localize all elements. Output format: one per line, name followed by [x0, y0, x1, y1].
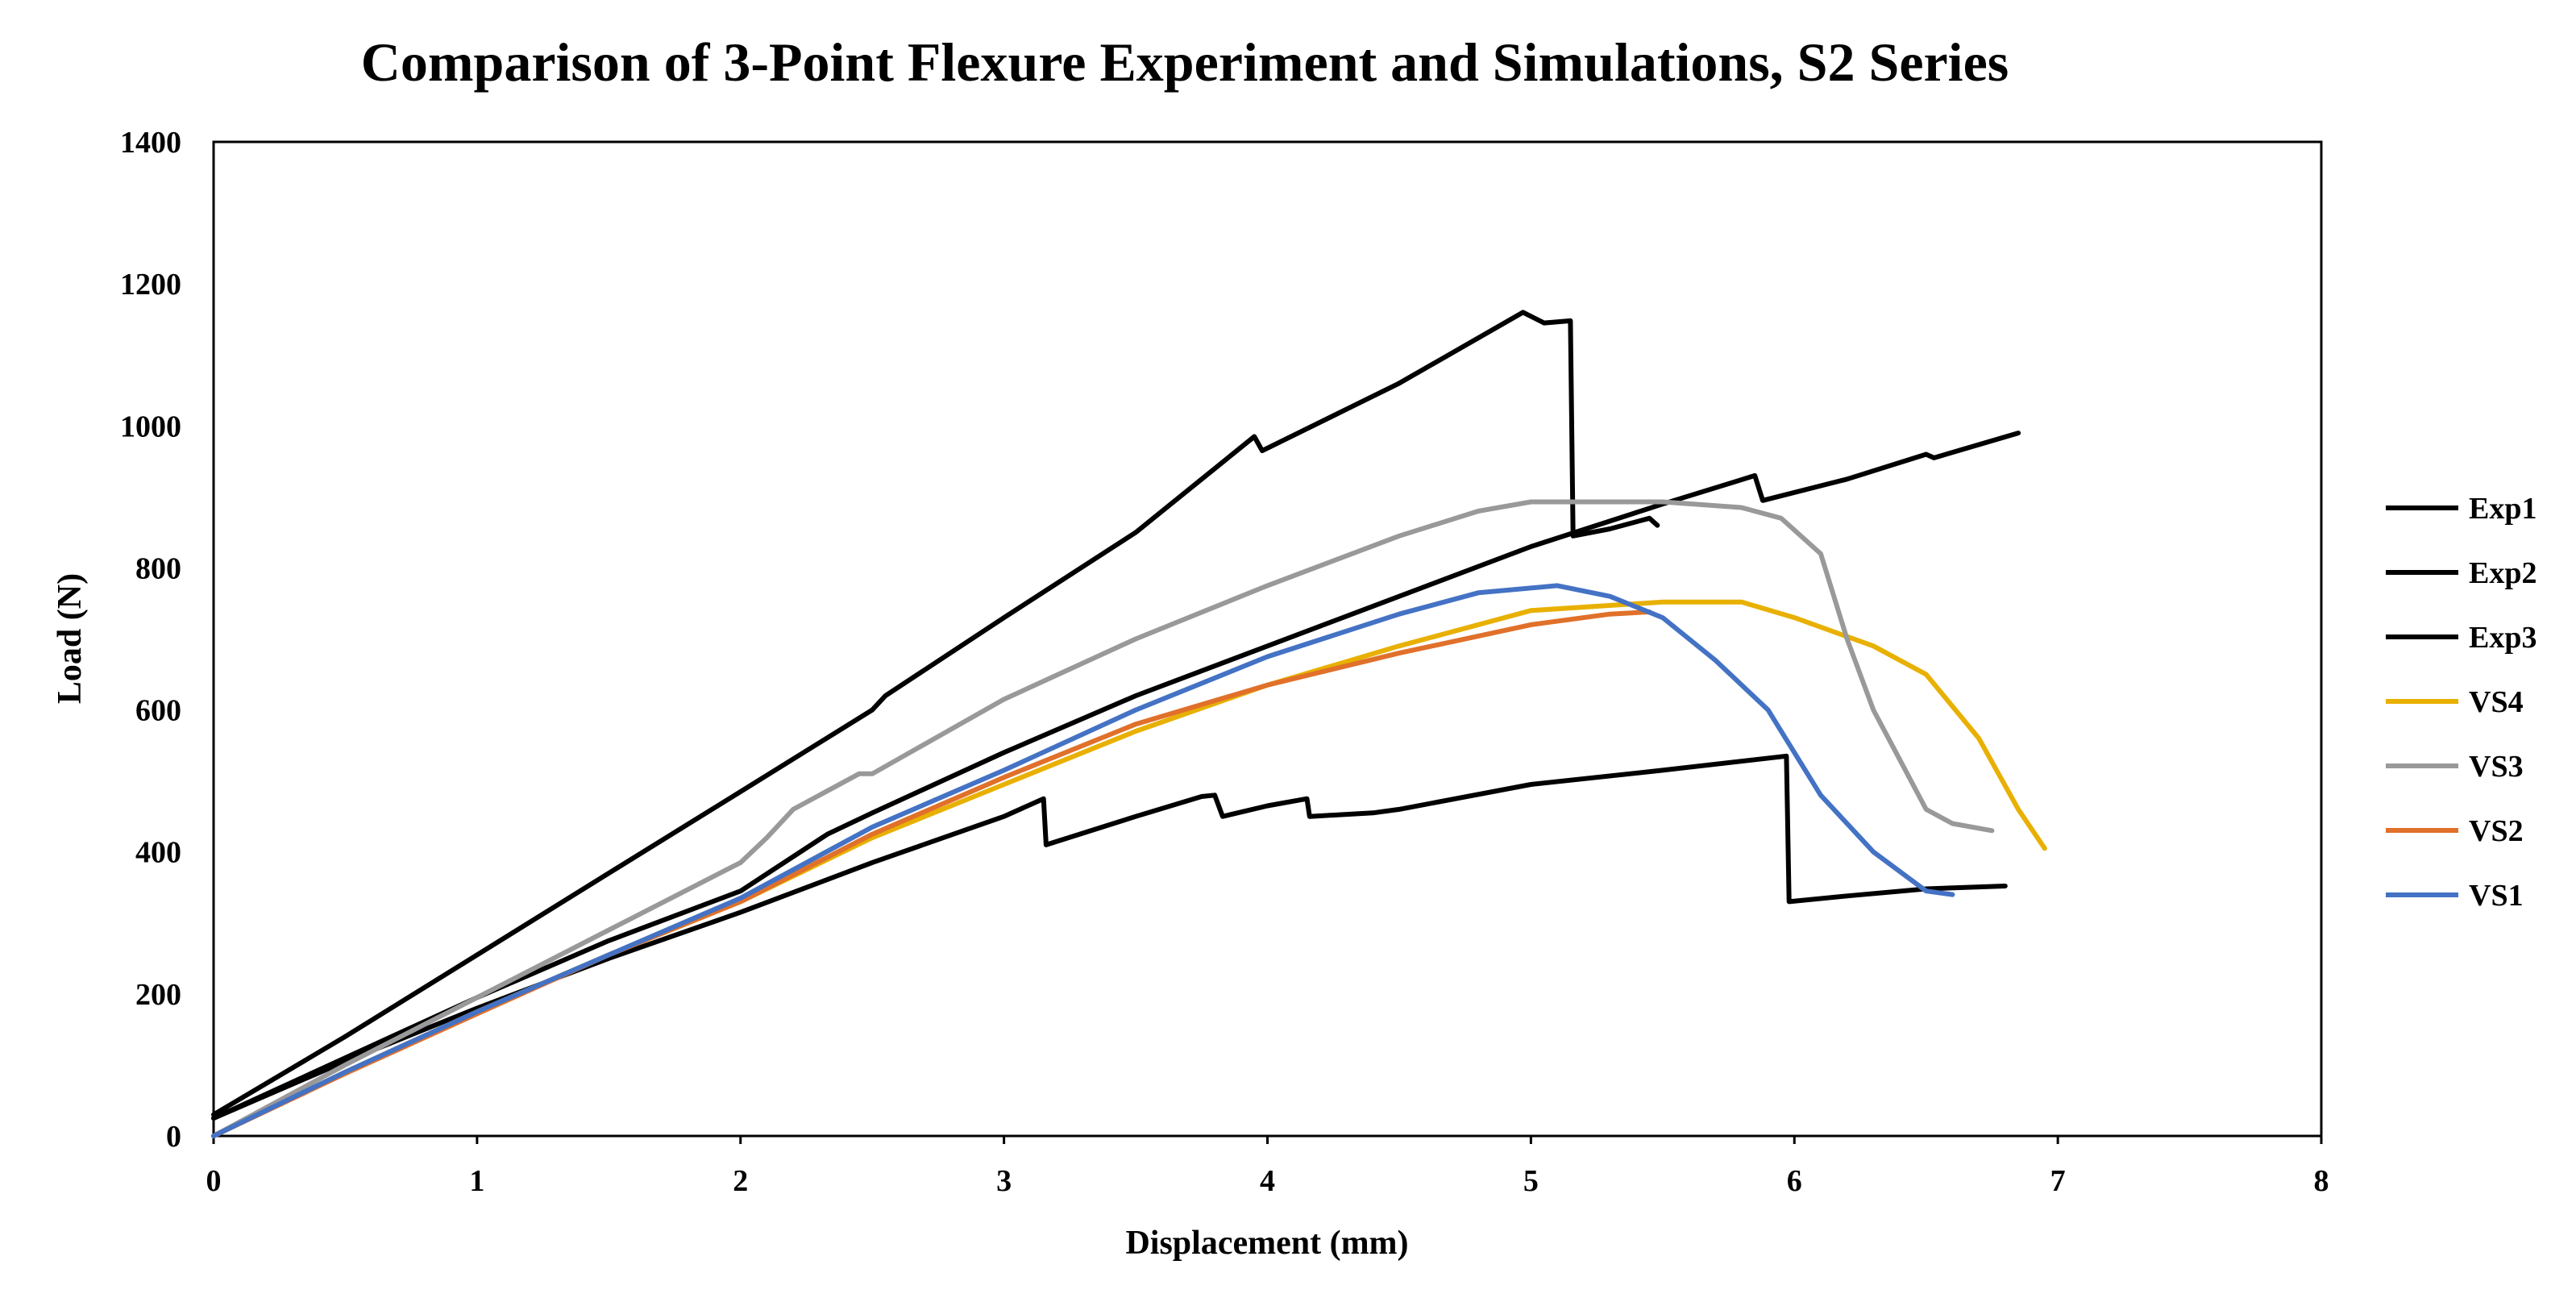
x-axis-ticks: 0 1 2 3 4 5 6 7 8	[206, 1136, 2329, 1198]
y-tick-label: 1200	[120, 268, 181, 302]
legend-label-exp2: Exp2	[2469, 556, 2537, 590]
x-tick-label: 8	[2314, 1164, 2329, 1198]
x-tick-label: 3	[996, 1164, 1012, 1198]
y-tick-label: 600	[135, 694, 181, 728]
legend-label-vs1: VS1	[2469, 879, 2524, 913]
legend-label-vs3: VS3	[2469, 750, 2524, 784]
legend-label-exp3: Exp3	[2469, 621, 2537, 655]
legend-label-exp1: Exp1	[2469, 492, 2537, 526]
y-axis-label: Load (N)	[52, 573, 89, 704]
x-tick-label: 1	[469, 1164, 484, 1198]
x-tick-label: 0	[206, 1164, 222, 1198]
x-tick-label: 6	[1787, 1164, 1802, 1198]
x-axis-label: Displacement (mm)	[1125, 1225, 1408, 1262]
series-line-exp2	[211, 431, 2021, 1121]
series-layer	[211, 310, 2047, 1138]
series-line-vs2	[211, 609, 1652, 1138]
y-axis-ticks: 0 200 400 600 800 1000 1200 1400	[120, 126, 181, 1154]
series-line-vs3	[211, 499, 1995, 1138]
series-line-vs4	[211, 599, 2047, 1138]
y-tick-label: 1400	[120, 126, 181, 160]
y-tick-label: 200	[135, 978, 181, 1012]
series-line-exp3	[211, 753, 2008, 1121]
x-tick-label: 4	[1260, 1164, 1275, 1198]
y-tick-label: 400	[135, 836, 181, 870]
series-line-exp1	[211, 310, 1660, 1117]
chart-title: Comparison of 3-Point Flexure Experiment…	[361, 31, 2009, 93]
x-tick-label: 5	[1523, 1164, 1539, 1198]
legend: Exp1 Exp2 Exp3 VS4 VS3 VS2 VS1	[2386, 492, 2537, 913]
x-tick-label: 7	[2050, 1164, 2066, 1198]
legend-label-vs2: VS2	[2469, 814, 2524, 848]
y-tick-label: 800	[135, 551, 181, 585]
x-tick-label: 2	[733, 1164, 748, 1198]
y-tick-label: 1000	[120, 410, 181, 443]
y-tick-label: 0	[166, 1120, 181, 1154]
legend-label-vs4: VS4	[2469, 685, 2524, 719]
series-line-vs1	[211, 583, 1955, 1138]
